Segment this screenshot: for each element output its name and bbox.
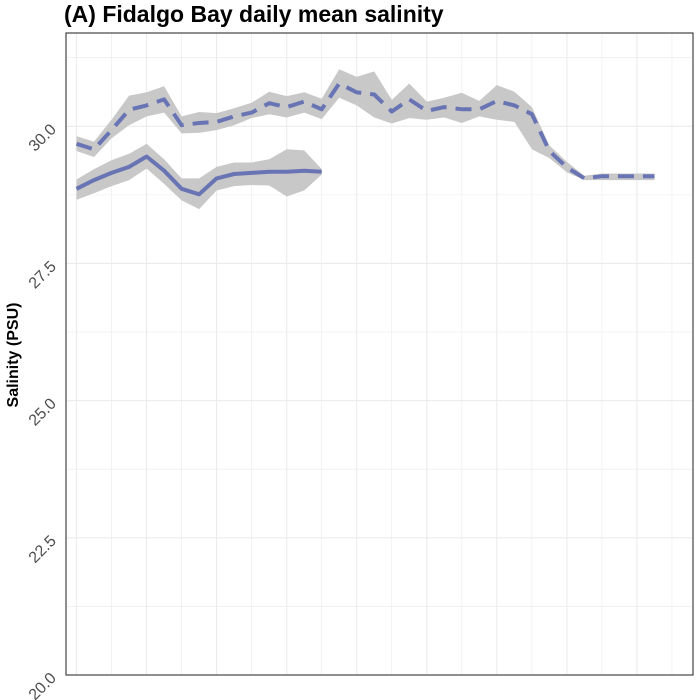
plot-panel-border [65, 32, 694, 676]
confidence-ribbon-dashed [76, 69, 655, 181]
grid-layer [66, 33, 693, 676]
y-tick-label: 30.0 [26, 121, 60, 155]
y-tick-label: 25.0 [26, 395, 60, 429]
line-layer [75, 81, 655, 197]
series-line-dashed [75, 81, 655, 181]
series-line-solid [75, 154, 322, 197]
y-tick-label: 22.5 [26, 533, 60, 567]
y-tick-label: 27.5 [26, 258, 60, 292]
ribbon-layer [76, 69, 655, 210]
y-tick-labels: 20.0 22.5 25.0 27.5 30.0 [26, 121, 60, 700]
confidence-ribbon-solid [76, 143, 322, 210]
y-tick-label: 20.0 [26, 670, 60, 700]
chart-title: (A) Fidalgo Bay daily mean salinity [64, 1, 444, 27]
